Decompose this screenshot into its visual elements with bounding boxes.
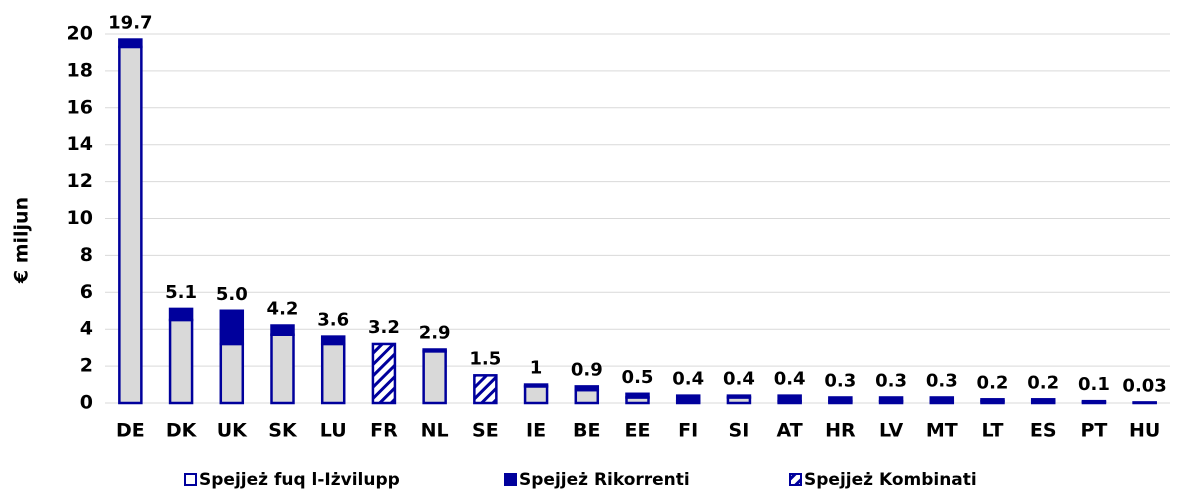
total-label: 4.2: [267, 299, 299, 320]
x-tick-label: SE: [472, 420, 499, 442]
total-label: 0.2: [1027, 372, 1059, 393]
total-label: 0.4: [672, 369, 704, 390]
bar-segment: [371, 342, 397, 405]
x-tick-label: IE: [526, 420, 546, 442]
bar-segment: [523, 385, 549, 405]
bar-segment: [625, 392, 650, 399]
x-tick-label: LV: [879, 420, 903, 442]
bar-segment: [1081, 399, 1107, 404]
x-tick-label: ES: [1030, 420, 1057, 442]
bar-segment: [878, 396, 904, 403]
bar-segment: [422, 348, 447, 353]
bar-segment: [473, 374, 498, 405]
legend-label: Spejjeż Rikorrenti: [519, 470, 690, 490]
x-tick-label: HU: [1129, 420, 1160, 442]
x-tick-label: DK: [166, 420, 198, 442]
y-tick-label: 2: [80, 355, 93, 377]
x-tick-label: MT: [926, 420, 958, 442]
x-tick-label: FI: [678, 420, 698, 442]
total-label: 0.3: [926, 370, 958, 391]
bar-segment: [168, 307, 194, 322]
bar-segment: [118, 45, 143, 405]
bar-segment: [168, 318, 194, 405]
total-label: 1: [530, 358, 543, 379]
x-tick-label: PT: [1080, 420, 1107, 442]
y-tick-label: 0: [80, 392, 93, 414]
x-tick-label: BE: [573, 420, 600, 442]
y-tick-label: 18: [67, 59, 93, 81]
y-tick-label: 4: [80, 318, 93, 340]
bar-segment: [320, 342, 346, 405]
bar-segment: [219, 309, 245, 346]
legend-swatch: [184, 473, 197, 486]
bar-segment: [726, 394, 752, 399]
y-tick-label: 8: [80, 244, 93, 266]
total-label: 0.4: [774, 369, 806, 390]
total-label: 0.9: [571, 359, 603, 380]
y-tick-label: 16: [67, 96, 93, 118]
total-label: 2.9: [419, 322, 451, 343]
y-axis-label: € miljun: [11, 197, 33, 284]
legend-swatch: [504, 473, 517, 486]
total-label: 0.03: [1122, 375, 1166, 396]
total-label: 0.3: [875, 370, 907, 391]
total-label: 3.2: [368, 317, 400, 338]
x-tick-label: SI: [729, 420, 750, 442]
bar-segment: [777, 394, 802, 403]
total-label: 0.1: [1078, 374, 1110, 395]
bar-segment: [828, 396, 853, 403]
x-tick-label: EE: [625, 420, 651, 442]
x-tick-label: AT: [777, 420, 803, 442]
x-tick-label: LT: [982, 420, 1004, 442]
bar-segment: [219, 342, 245, 405]
total-label: 5.0: [216, 284, 248, 305]
x-tick-label: SK: [268, 420, 298, 442]
x-tick-label: NL: [421, 420, 449, 442]
y-tick-label: 20: [67, 23, 93, 45]
bar-segment: [523, 383, 549, 388]
bar-segment: [320, 335, 346, 346]
x-tick-label: HR: [825, 420, 856, 442]
total-label: 3.6: [317, 310, 349, 331]
bar-segment: [270, 333, 295, 405]
x-tick-label: FR: [370, 420, 398, 442]
total-label: 0.3: [824, 370, 856, 391]
bar-segment: [980, 398, 1005, 403]
total-label: 1.5: [469, 348, 501, 369]
bar-segment: [118, 38, 143, 49]
legend-label: Spejjeż Kombinati: [804, 470, 977, 490]
legend-label: Spejjeż fuq l-Iżvilupp: [199, 470, 400, 490]
bar-segment: [422, 350, 447, 405]
x-tick-label: DE: [116, 420, 145, 442]
x-tick-label: UK: [217, 420, 248, 442]
legend-swatch: [789, 473, 802, 486]
total-label: 0.5: [622, 367, 654, 388]
y-tick-label: 6: [80, 281, 93, 303]
bar-segment: [675, 394, 701, 403]
total-label: 0.2: [977, 372, 1009, 393]
total-label: 5.1: [165, 282, 197, 303]
bar-segment: [929, 396, 955, 403]
y-tick-label: 12: [67, 170, 93, 192]
x-tick-label: LU: [320, 420, 347, 442]
bar-segment: [574, 388, 600, 405]
y-tick-label: 10: [67, 207, 93, 229]
total-label: 0.4: [723, 369, 755, 390]
bar-segment: [574, 385, 600, 392]
total-label: 19.7: [108, 13, 152, 34]
y-tick-label: 14: [67, 133, 93, 155]
bar-segment: [270, 324, 295, 336]
bar-segment: [1030, 398, 1056, 403]
